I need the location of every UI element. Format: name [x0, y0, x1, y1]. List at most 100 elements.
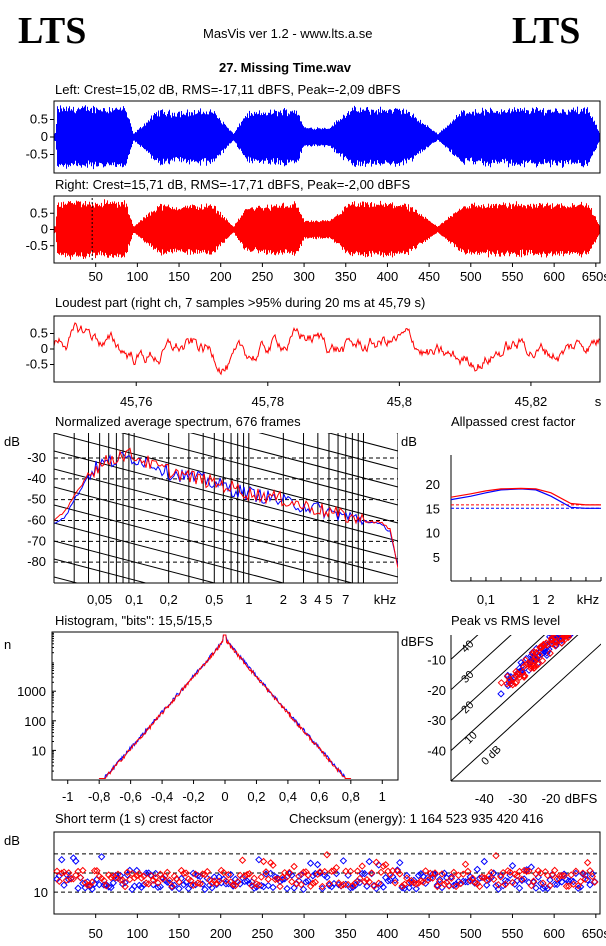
peak-vs-rms-right-point — [577, 621, 583, 627]
short-term-crest-xtick-label: 550 — [502, 926, 524, 941]
short-term-crest-right-point — [356, 874, 364, 883]
short-term-crest-right-point — [452, 882, 460, 891]
short-term-crest-left-point — [447, 873, 456, 881]
short-term-crest-right-point — [229, 880, 237, 889]
avg-spectrum-slope-line — [54, 450, 398, 542]
short-term-crest-left-point — [121, 878, 129, 887]
short-term-crest-right-point — [243, 870, 251, 879]
peak-vs-rms-left-point — [569, 613, 575, 619]
logo-left: LTS — [18, 10, 87, 52]
short-term-crest-left-point — [57, 855, 66, 864]
short-term-crest-left-point — [74, 884, 82, 892]
short-term-crest-right-point — [525, 867, 533, 875]
short-term-crest-right-point — [165, 876, 174, 884]
avg-spectrum-xtick-label: 7 — [342, 592, 349, 607]
histogram-xtick-label: -0,4 — [151, 789, 173, 804]
short-term-crest-left-point — [168, 883, 176, 892]
avg-spectrum-right-series — [54, 447, 398, 569]
peak-vs-rms-right-point — [578, 611, 584, 617]
left-waveform-title: Left: Crest=15,02 dB, RMS=-17,11 dBFS, P… — [55, 82, 401, 97]
short-term-crest-right-point — [90, 867, 99, 875]
short-term-crest-left-point — [403, 871, 411, 880]
short-term-crest-left-point — [576, 883, 585, 891]
short-term-crest-right-point — [428, 874, 437, 882]
avg-spectrum-xtick-label: 1 — [245, 592, 252, 607]
right-waveform-xtick-label: 50 — [88, 269, 102, 284]
short-term-crest-left-point — [435, 875, 444, 884]
left-waveform-ytick-label: 0.5 — [30, 112, 48, 127]
short-term-crest-left-point — [224, 879, 233, 888]
right-waveform-xtick-label: 200 — [210, 269, 232, 284]
histogram-xtick-label: -0,8 — [88, 789, 110, 804]
peak-vs-rms-right-point — [521, 656, 530, 664]
short-term-crest-right-point — [403, 874, 411, 882]
short-term-crest-right-point — [262, 868, 270, 876]
short-term-crest-right-point — [57, 869, 66, 877]
short-term-crest-right-point — [518, 875, 526, 884]
avg-spectrum-slope-line — [54, 540, 217, 583]
short-term-crest-right-point — [367, 869, 376, 877]
short-term-crest-right-point — [438, 870, 446, 878]
short-term-crest-right-point — [360, 878, 369, 886]
short-term-crest-left-point — [151, 869, 160, 878]
short-term-crest-right-point — [64, 869, 73, 877]
peak-vs-rms-left-point — [567, 619, 573, 625]
short-term-crest-right-point — [424, 876, 432, 884]
short-term-crest-right-point — [222, 877, 230, 885]
short-term-crest-right-point — [478, 873, 486, 881]
short-term-crest-right-point — [276, 882, 284, 891]
short-term-crest-right-point — [379, 862, 388, 870]
allpassed-crest-ytick-label: 5 — [433, 550, 440, 565]
peak-vs-rms-right-point — [570, 624, 576, 630]
peak-vs-rms-crest-line — [451, 635, 579, 752]
peak-vs-rms-right-point — [577, 610, 583, 616]
peak-vs-rms-left-point — [578, 622, 584, 628]
peak-vs-rms-xtick-label: -40 — [475, 791, 494, 806]
short-term-crest-right-point — [440, 880, 449, 889]
allpassed-crest-ylabel: dB — [401, 434, 417, 449]
short-term-crest-xtick-label: 100 — [127, 926, 149, 941]
peak-vs-rms-left-point — [563, 628, 569, 634]
short-term-crest-right-point — [445, 882, 453, 890]
short-term-crest-left-point — [496, 871, 505, 879]
histogram-xtick-label: 1 — [379, 789, 386, 804]
short-term-crest-xtick-label: 50 — [88, 926, 102, 941]
allpassed-crest-title: Allpassed crest factor — [451, 414, 576, 429]
short-term-crest-right-point — [539, 879, 547, 887]
peak-vs-rms-right-point — [570, 624, 576, 630]
avg-spectrum-xtick-label: 3 — [300, 592, 307, 607]
short-term-crest-left-point — [60, 881, 68, 889]
peak-vs-rms-right-point — [509, 681, 517, 689]
short-term-crest-left-point — [412, 885, 420, 893]
short-term-crest-left-point — [208, 884, 216, 892]
avg-spectrum-ytick-label: -40 — [27, 471, 46, 486]
right-waveform-ytick-label: 0.5 — [30, 205, 48, 220]
short-term-crest-right-point — [377, 868, 385, 877]
avg-spectrum-slope-line — [54, 522, 286, 583]
peak-vs-rms-diag-label: 40 — [459, 638, 476, 655]
short-term-crest-right-point — [114, 870, 122, 878]
short-term-crest-left-point — [494, 885, 503, 893]
peak-vs-rms-right-point — [546, 649, 554, 657]
short-term-crest-right-point — [83, 881, 92, 889]
short-term-crest-right-point — [435, 877, 444, 886]
short-term-crest-right-point — [130, 874, 139, 882]
short-term-crest-right-point — [576, 877, 585, 886]
peak-vs-rms-right-point — [506, 676, 514, 684]
avg-spectrum-xtick-label: 0,2 — [160, 592, 178, 607]
short-term-crest-right-point — [102, 882, 111, 890]
peak-vs-rms-right-point — [570, 619, 576, 625]
short-term-crest-left-point — [365, 857, 374, 866]
peak-vs-rms-diag-label: 30 — [459, 669, 476, 686]
peak-vs-rms-left-point — [565, 619, 571, 625]
avg-spectrum-ytick-label: -60 — [27, 513, 46, 528]
short-term-crest-left-point — [482, 881, 491, 889]
peak-vs-rms-left-point — [567, 626, 573, 632]
histogram-xtick-label: 0,2 — [247, 789, 265, 804]
short-term-crest-right-point — [304, 871, 312, 879]
peak-vs-rms-right-point — [513, 670, 521, 678]
short-term-crest-left-point — [189, 869, 197, 878]
short-term-crest-left-point — [154, 883, 162, 892]
right-waveform-ytick-label: -0.5 — [26, 238, 48, 253]
